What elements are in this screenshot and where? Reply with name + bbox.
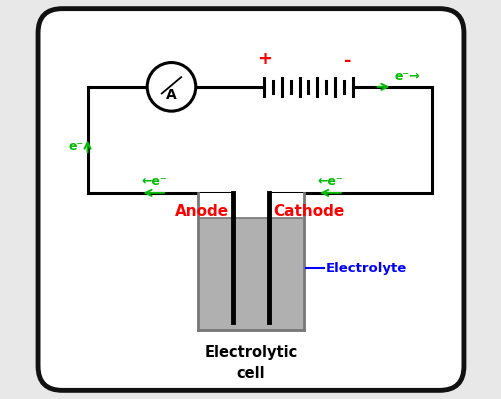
Text: Cathode: Cathode <box>273 204 344 219</box>
FancyBboxPatch shape <box>38 9 463 390</box>
Text: Electrolytic: Electrolytic <box>204 345 297 360</box>
Text: cell: cell <box>236 367 265 381</box>
Text: A: A <box>166 88 176 102</box>
Text: Electrolyte: Electrolyte <box>326 262 406 275</box>
Text: +: + <box>256 50 271 68</box>
Text: Anode: Anode <box>174 204 228 219</box>
Text: -: - <box>344 52 351 70</box>
Text: ←e⁻: ←e⁻ <box>317 175 343 188</box>
Text: e⁻→: e⁻→ <box>394 70 419 83</box>
Bar <box>197 217 304 330</box>
Text: e⁻: e⁻ <box>69 140 84 153</box>
Circle shape <box>147 63 195 111</box>
Text: ←e⁻: ←e⁻ <box>141 175 166 188</box>
Bar <box>197 193 304 217</box>
